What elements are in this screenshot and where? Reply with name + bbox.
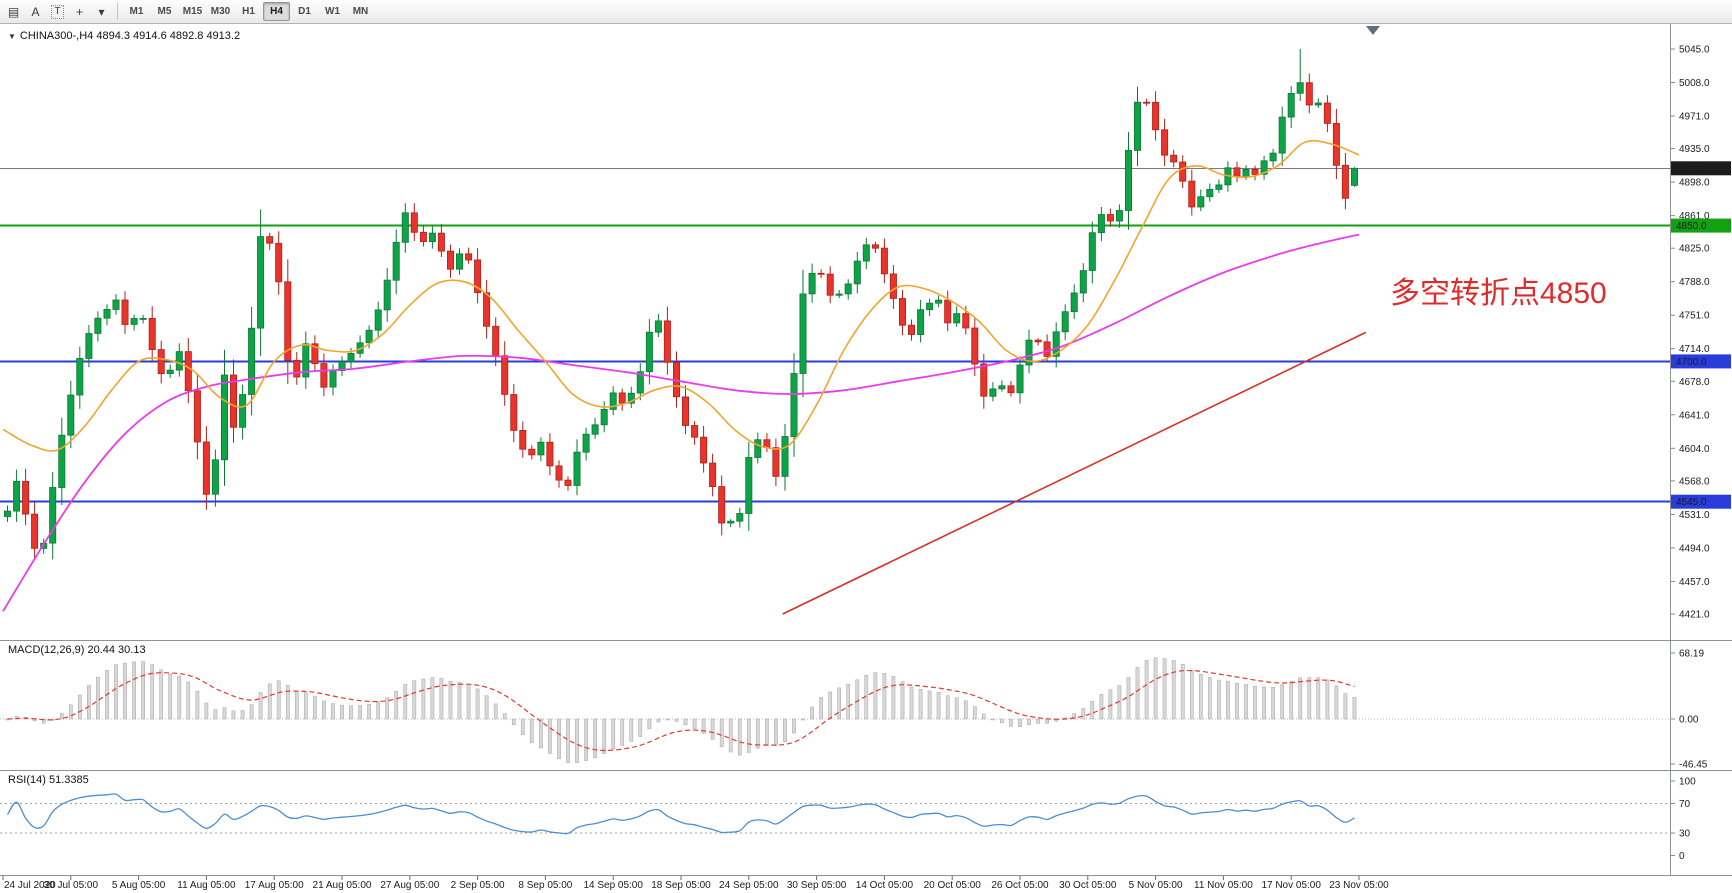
caret-down-icon[interactable]: ▾ — [98, 4, 105, 19]
text-label-icon[interactable]: A — [31, 4, 40, 19]
timeframe-button-MN[interactable]: MN — [352, 6, 369, 17]
svg-text:21 Aug 05:00: 21 Aug 05:00 — [313, 880, 372, 891]
toolbar-separator — [117, 3, 118, 20]
svg-text:4788.0: 4788.0 — [1679, 277, 1710, 288]
svg-text:4825.0: 4825.0 — [1679, 244, 1710, 255]
timeframe-button-H4[interactable]: H4 — [263, 2, 290, 21]
timeframe-button-M1[interactable]: M1 — [129, 6, 144, 17]
svg-text:4861.0: 4861.0 — [1679, 211, 1710, 222]
svg-text:70: 70 — [1679, 799, 1691, 810]
horizontal-level-lines — [0, 167, 1670, 503]
svg-text:5 Aug 05:00: 5 Aug 05:00 — [112, 880, 166, 891]
svg-text:4568.0: 4568.0 — [1679, 476, 1710, 487]
svg-text:4850.0: 4850.0 — [1676, 221, 1707, 232]
svg-text:0: 0 — [1679, 851, 1685, 862]
svg-text:-46.45: -46.45 — [1679, 760, 1708, 771]
price-axis-ticks: 5045.0 5008.0 4971.0 4935.0 4898.0 4861.0 4825… — [1670, 45, 1731, 621]
timeframe-button-M5[interactable]: M5 — [157, 6, 172, 17]
svg-text:17 Aug 05:00: 17 Aug 05:00 — [245, 880, 304, 891]
svg-text:26 Oct 05:00: 26 Oct 05:00 — [991, 880, 1049, 891]
svg-text:4700.0: 4700.0 — [1676, 357, 1707, 368]
rsi-line — [6, 793, 1355, 835]
toolbar-left-group: ▤ A T + ▾ — [3, 2, 112, 22]
svg-text:24 Jul 2020: 24 Jul 2020 — [4, 880, 56, 891]
trendline-red[interactable] — [782, 331, 1367, 615]
crosshair-icon[interactable]: + — [75, 4, 83, 19]
svg-text:20 Oct 05:00: 20 Oct 05:00 — [924, 880, 982, 891]
svg-text:4457.0: 4457.0 — [1679, 577, 1710, 588]
svg-text:4898.0: 4898.0 — [1679, 178, 1710, 189]
svg-text:27 Aug 05:00: 27 Aug 05:00 — [380, 880, 439, 891]
svg-text:4714.0: 4714.0 — [1679, 344, 1710, 355]
toolbar: ▤ A T + ▾ M1 M5 M15 M30 H1 H4 D1 W1 MN — [0, 0, 1732, 24]
svg-text:4604.0: 4604.0 — [1679, 444, 1710, 455]
timeframe-button-M30[interactable]: M30 — [210, 6, 231, 17]
svg-text:11 Aug 05:00: 11 Aug 05:00 — [177, 880, 236, 891]
svg-text:14 Sep 05:00: 14 Sep 05:00 — [583, 880, 643, 891]
svg-text:5008.0: 5008.0 — [1679, 78, 1710, 89]
svg-text:17 Nov 05:00: 17 Nov 05:00 — [1261, 880, 1321, 891]
svg-text:4494.0: 4494.0 — [1679, 543, 1710, 554]
timeframe-button-group: M1 M5 M15 M30 H1 H4 D1 W1 MN — [123, 2, 374, 21]
svg-text:0.00: 0.00 — [1679, 715, 1699, 726]
chart-area: 5045.0 5008.0 4971.0 4935.0 4898.0 4861.0 4825… — [0, 24, 1732, 893]
svg-text:30 Oct 05:00: 30 Oct 05:00 — [1059, 880, 1117, 891]
svg-text:68.19: 68.19 — [1679, 649, 1704, 660]
svg-text:23 Nov 05:00: 23 Nov 05:00 — [1329, 880, 1389, 891]
time-axis[interactable] — [0, 876, 1670, 893]
svg-text:8 Sep 05:00: 8 Sep 05:00 — [518, 880, 572, 891]
chart-canvas[interactable]: 5045.0 5008.0 4971.0 4935.0 4898.0 4861.0 4825… — [0, 24, 1732, 893]
timeframe-button-W1[interactable]: W1 — [325, 6, 340, 17]
svg-text:30 Jul 05:00: 30 Jul 05:00 — [44, 880, 99, 891]
text-box-icon[interactable]: T — [47, 2, 68, 22]
svg-text:4751.0: 4751.0 — [1679, 311, 1710, 322]
svg-text:4971.0: 4971.0 — [1679, 112, 1710, 123]
ma-slow-line — [2, 233, 1360, 612]
svg-text:4531.0: 4531.0 — [1679, 510, 1710, 521]
svg-text:30 Sep 05:00: 30 Sep 05:00 — [787, 880, 847, 891]
svg-text:4935.0: 4935.0 — [1679, 144, 1710, 155]
timeframe-button-M15[interactable]: M15 — [182, 6, 203, 17]
svg-text:4545.0: 4545.0 — [1676, 497, 1707, 508]
windows-tile-icon[interactable]: ▤ — [7, 4, 20, 19]
chart-shift-marker-icon[interactable] — [1366, 26, 1380, 35]
svg-text:24 Sep 05:00: 24 Sep 05:00 — [719, 880, 779, 891]
svg-text:30: 30 — [1679, 829, 1691, 840]
timeframe-button-D1[interactable]: D1 — [298, 6, 311, 17]
ma-fast-line — [2, 139, 1360, 452]
svg-text:11 Nov 05:00: 11 Nov 05:00 — [1194, 880, 1253, 891]
svg-text:4913.2: 4913.2 — [1676, 164, 1707, 175]
svg-text:4421.0: 4421.0 — [1679, 610, 1710, 621]
timeframe-button-H1[interactable]: H1 — [242, 6, 255, 17]
macd-histogram — [5, 657, 1357, 763]
svg-text:5 Nov 05:00: 5 Nov 05:00 — [1129, 880, 1183, 891]
svg-text:4641.0: 4641.0 — [1679, 410, 1710, 421]
svg-text:18 Sep 05:00: 18 Sep 05:00 — [651, 880, 711, 891]
svg-text:2 Sep 05:00: 2 Sep 05:00 — [451, 880, 505, 891]
candlesticks — [4, 49, 1359, 560]
svg-text:4678.0: 4678.0 — [1679, 377, 1710, 388]
svg-text:14 Oct 05:00: 14 Oct 05:00 — [856, 880, 914, 891]
macd-signal-line — [7, 669, 1355, 752]
svg-text:5045.0: 5045.0 — [1679, 45, 1710, 56]
price-axis[interactable] — [1670, 24, 1732, 876]
svg-text:100: 100 — [1679, 777, 1696, 788]
